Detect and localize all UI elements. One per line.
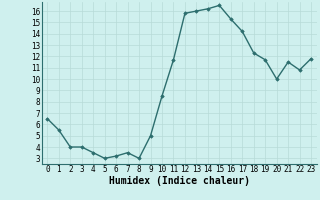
X-axis label: Humidex (Indice chaleur): Humidex (Indice chaleur) bbox=[109, 176, 250, 186]
